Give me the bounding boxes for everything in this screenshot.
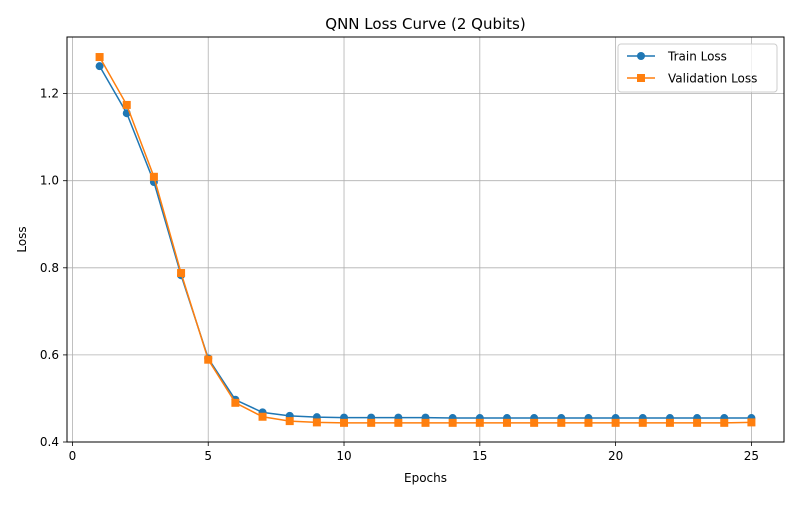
legend-marker-train bbox=[637, 52, 645, 60]
x-tick-label: 5 bbox=[204, 449, 212, 463]
data-point-validation-loss bbox=[720, 418, 729, 427]
data-point-validation-loss bbox=[502, 418, 511, 427]
series-layer bbox=[95, 53, 756, 427]
data-point-train-loss bbox=[95, 62, 104, 71]
data-point-validation-loss bbox=[122, 100, 131, 109]
data-point-validation-loss bbox=[475, 418, 484, 427]
y-axis-label: Loss bbox=[15, 226, 29, 252]
data-point-validation-loss bbox=[638, 418, 647, 427]
data-point-validation-loss bbox=[421, 418, 430, 427]
x-tick-label: 0 bbox=[69, 449, 77, 463]
y-tick-label: 0.8 bbox=[40, 261, 59, 275]
y-tick-label: 0.6 bbox=[40, 348, 59, 362]
x-axis-label: Epochs bbox=[404, 471, 447, 485]
data-point-validation-loss bbox=[258, 412, 267, 421]
ticks: 0 5 10 15 20 25 0.4 0.6 0.8 1.0 1.2 bbox=[40, 87, 759, 463]
data-point-validation-loss bbox=[611, 418, 620, 427]
data-point-validation-loss bbox=[747, 418, 756, 427]
data-point-validation-loss bbox=[665, 418, 674, 427]
plot-frame bbox=[66, 36, 785, 443]
data-point-validation-loss bbox=[285, 417, 294, 426]
chart-title: QNN Loss Curve (2 Qubits) bbox=[325, 15, 525, 33]
data-point-validation-loss bbox=[177, 269, 186, 278]
x-tick-label: 10 bbox=[336, 449, 351, 463]
data-point-validation-loss bbox=[149, 172, 158, 181]
y-tick-label: 0.4 bbox=[40, 435, 59, 449]
legend-label-validation: Validation Loss bbox=[668, 72, 757, 86]
x-tick-label: 15 bbox=[472, 449, 487, 463]
data-point-validation-loss bbox=[204, 355, 213, 364]
x-tick-label: 25 bbox=[744, 449, 759, 463]
legend: Train Loss Validation Loss bbox=[617, 43, 778, 93]
data-point-validation-loss bbox=[584, 418, 593, 427]
data-point-validation-loss bbox=[312, 418, 321, 427]
data-point-validation-loss bbox=[95, 53, 104, 62]
data-point-validation-loss bbox=[448, 418, 457, 427]
data-point-validation-loss bbox=[231, 398, 240, 407]
data-point-validation-loss bbox=[340, 418, 349, 427]
legend-label-train: Train Loss bbox=[667, 50, 727, 64]
y-tick-label: 1.2 bbox=[40, 87, 59, 101]
x-tick-label: 20 bbox=[608, 449, 623, 463]
data-point-validation-loss bbox=[530, 418, 539, 427]
data-point-validation-loss bbox=[693, 418, 702, 427]
data-point-validation-loss bbox=[367, 418, 376, 427]
legend-box bbox=[617, 43, 778, 93]
y-tick-label: 1.0 bbox=[40, 174, 59, 188]
legend-marker-validation bbox=[637, 74, 645, 82]
data-point-validation-loss bbox=[394, 418, 403, 427]
data-point-validation-loss bbox=[557, 418, 566, 427]
